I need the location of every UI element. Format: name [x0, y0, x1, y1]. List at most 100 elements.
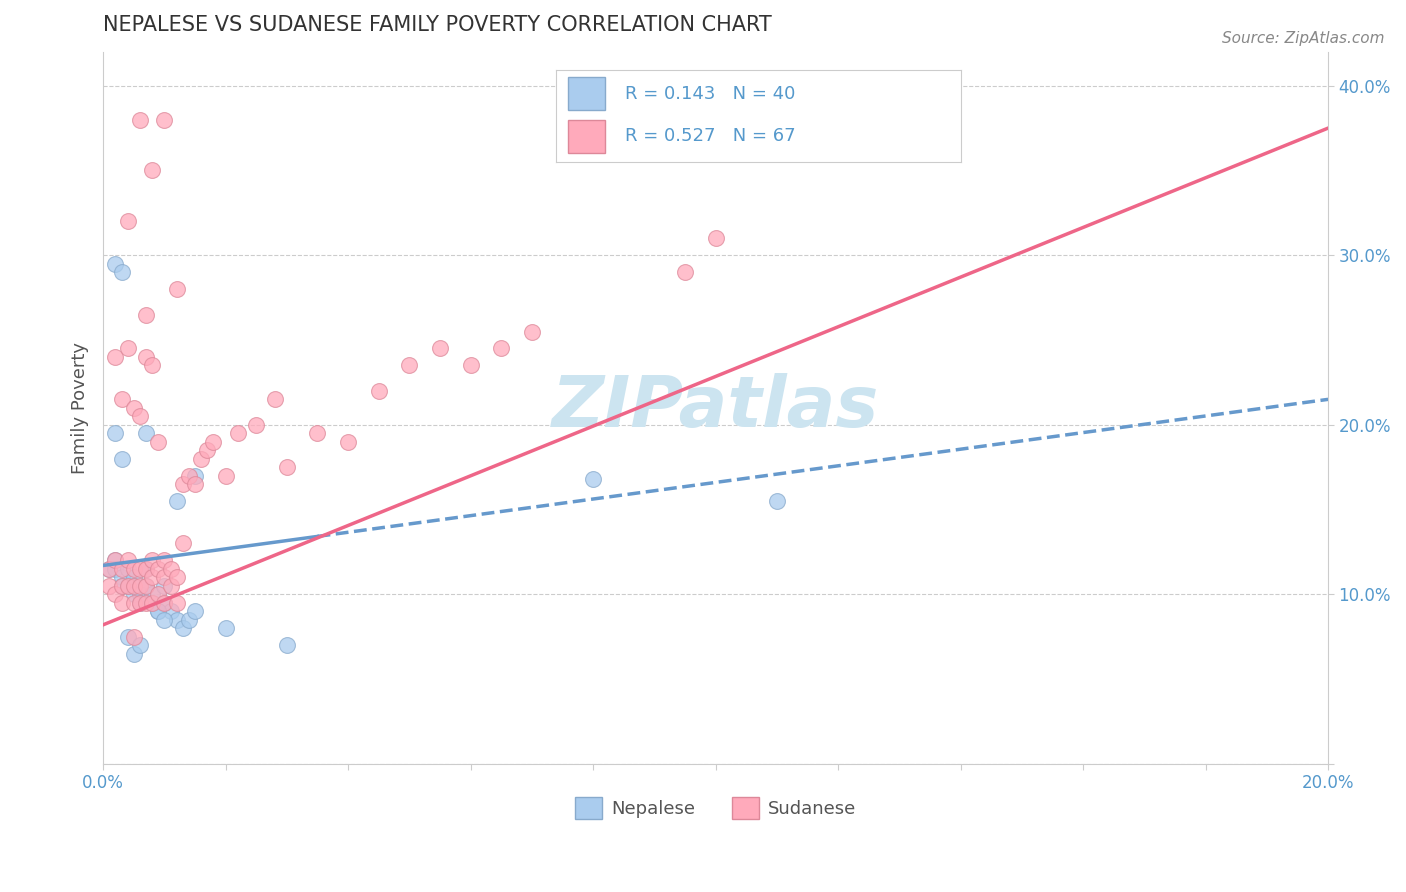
Text: NEPALESE VS SUDANESE FAMILY POVERTY CORRELATION CHART: NEPALESE VS SUDANESE FAMILY POVERTY CORR… [103, 15, 772, 35]
Point [166, 613, 188, 627]
Point [122, 647, 145, 661]
Point [153, 596, 176, 610]
Text: Source: ZipAtlas.com: Source: ZipAtlas.com [1222, 31, 1385, 46]
Point [214, 468, 236, 483]
Point [153, 553, 176, 567]
Point [117, 214, 139, 228]
Point [122, 630, 145, 644]
Point [177, 468, 200, 483]
Point [214, 621, 236, 635]
Point [128, 587, 150, 601]
Point [141, 163, 163, 178]
Point [128, 112, 150, 127]
Point [153, 596, 176, 610]
Point [166, 596, 188, 610]
Point [104, 553, 127, 567]
Point [153, 570, 176, 584]
Point [122, 579, 145, 593]
Point [704, 231, 727, 245]
Point [122, 570, 145, 584]
Point [117, 553, 139, 567]
Point [110, 265, 132, 279]
Point [153, 579, 176, 593]
Point [110, 392, 132, 407]
Point [104, 562, 127, 576]
Point [172, 621, 194, 635]
Point [104, 587, 127, 601]
Point [166, 282, 188, 296]
Point [110, 579, 132, 593]
Point [135, 562, 157, 576]
Point [184, 468, 207, 483]
Point [148, 587, 170, 601]
Point [166, 570, 188, 584]
Point [337, 434, 360, 449]
Point [172, 477, 194, 491]
Point [460, 359, 482, 373]
Point [148, 562, 170, 576]
Point [128, 596, 150, 610]
Point [307, 426, 329, 441]
Point [122, 596, 145, 610]
Point [263, 392, 285, 407]
Point [135, 308, 157, 322]
Point [117, 630, 139, 644]
Point [104, 426, 127, 441]
Point [135, 579, 157, 593]
Legend: Nepalese, Sudanese: Nepalese, Sudanese [568, 789, 863, 826]
Point [245, 417, 267, 432]
Point [110, 596, 132, 610]
Point [122, 587, 145, 601]
Point [159, 604, 181, 618]
Point [117, 579, 139, 593]
Point [153, 613, 176, 627]
Point [117, 562, 139, 576]
Point [520, 325, 543, 339]
Point [190, 451, 212, 466]
Point [135, 350, 157, 364]
Y-axis label: Family Poverty: Family Poverty [72, 342, 89, 474]
Point [110, 562, 132, 576]
Point [141, 359, 163, 373]
Point [226, 426, 249, 441]
Point [276, 460, 298, 475]
Point [110, 570, 132, 584]
Point [141, 553, 163, 567]
Point [276, 638, 298, 652]
Point [128, 562, 150, 576]
Point [148, 604, 170, 618]
Text: ZIPatlas: ZIPatlas [553, 374, 879, 442]
Point [766, 494, 789, 508]
Point [135, 579, 157, 593]
Point [128, 596, 150, 610]
Point [159, 579, 181, 593]
Point [141, 596, 163, 610]
Point [172, 536, 194, 550]
Point [128, 409, 150, 424]
Point [104, 257, 127, 271]
Point [166, 494, 188, 508]
Point [148, 434, 170, 449]
Point [104, 350, 127, 364]
Point [398, 359, 420, 373]
Point [153, 112, 176, 127]
Point [128, 638, 150, 652]
Point [104, 553, 127, 567]
Point [122, 562, 145, 576]
Point [184, 477, 207, 491]
Point [491, 342, 513, 356]
Point [128, 579, 150, 593]
Point [98, 562, 121, 576]
Point [98, 562, 121, 576]
Point [141, 587, 163, 601]
Point [117, 342, 139, 356]
Point [429, 342, 451, 356]
Point [141, 570, 163, 584]
Point [110, 451, 132, 466]
Point [110, 579, 132, 593]
Point [582, 472, 605, 486]
Point [673, 265, 696, 279]
Point [177, 613, 200, 627]
Point [122, 579, 145, 593]
Point [367, 384, 389, 398]
